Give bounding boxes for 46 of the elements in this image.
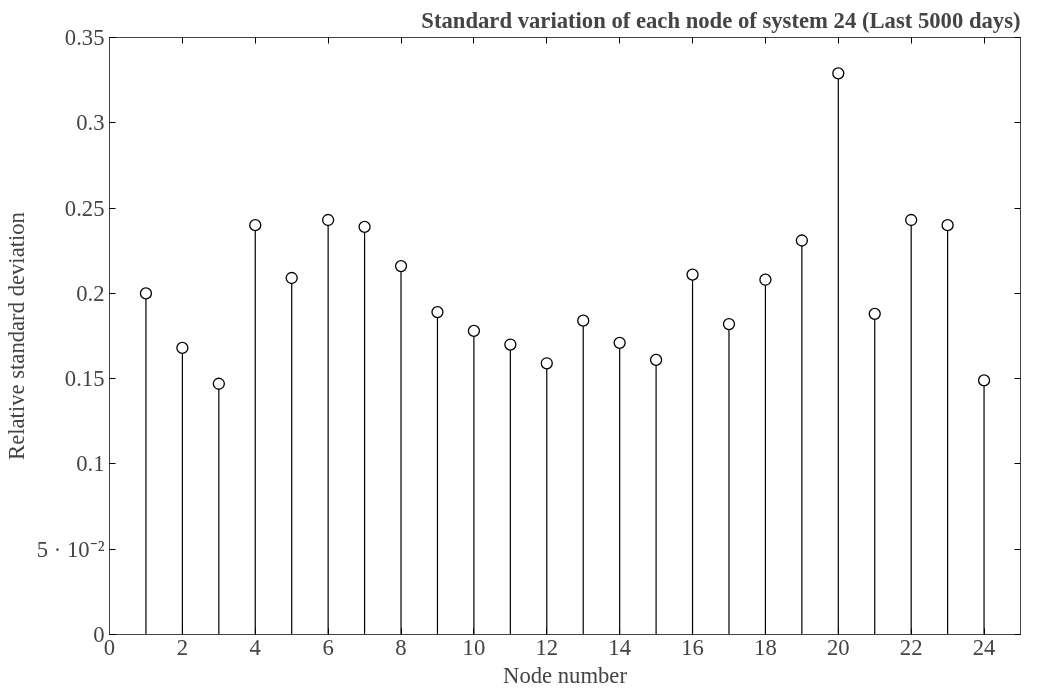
x-tick-label: 10 [462, 634, 486, 660]
point [176, 341, 189, 355]
point [868, 307, 881, 320]
x-tick-label: 24 [972, 634, 996, 660]
x-tick-label: 8 [395, 634, 407, 660]
point [212, 377, 225, 390]
x-axis-title: Node number [503, 662, 628, 688]
point [358, 220, 371, 233]
point [759, 273, 772, 286]
x-tick-label: 14 [608, 634, 631, 660]
x-tick-label: 22 [899, 634, 923, 660]
point [139, 287, 153, 300]
x-tick-label: 2 [176, 634, 189, 660]
x-tick-label: 6 [322, 634, 334, 660]
point [795, 234, 809, 247]
point [394, 259, 408, 273]
y-tick-label: 0.25 [64, 195, 105, 221]
y-tick-label: 0.1 [76, 451, 105, 477]
x-tick-label: 16 [681, 634, 704, 660]
point [577, 314, 590, 327]
y-tick-label: 0.35 [64, 25, 105, 50]
x-tick-label: 4 [249, 634, 261, 660]
point [722, 317, 736, 331]
point [941, 218, 954, 232]
x-tick-label: 18 [754, 634, 777, 660]
point [431, 305, 444, 319]
point [613, 336, 626, 349]
y-tick-label: 0.2 [76, 280, 105, 306]
chart-title: Standard variation of each node of system 24 (Last 5000 days) [421, 7, 1021, 33]
point [540, 357, 553, 370]
point [504, 338, 517, 351]
y-tick-label: 5 · 10⁻² [36, 536, 105, 562]
y-tick-label: 0.3 [76, 110, 105, 136]
point [977, 374, 991, 387]
point [249, 218, 262, 232]
point [905, 213, 918, 227]
point [649, 353, 663, 367]
y-axis-title: Relative standard deviation [3, 212, 29, 460]
y-tick-label: 0.15 [64, 366, 105, 392]
point [285, 271, 298, 285]
x-tick-label: 12 [535, 634, 559, 660]
point [321, 213, 335, 227]
point [832, 67, 845, 80]
point [686, 268, 699, 281]
point [467, 324, 481, 338]
x-tick-label: 20 [826, 634, 850, 660]
